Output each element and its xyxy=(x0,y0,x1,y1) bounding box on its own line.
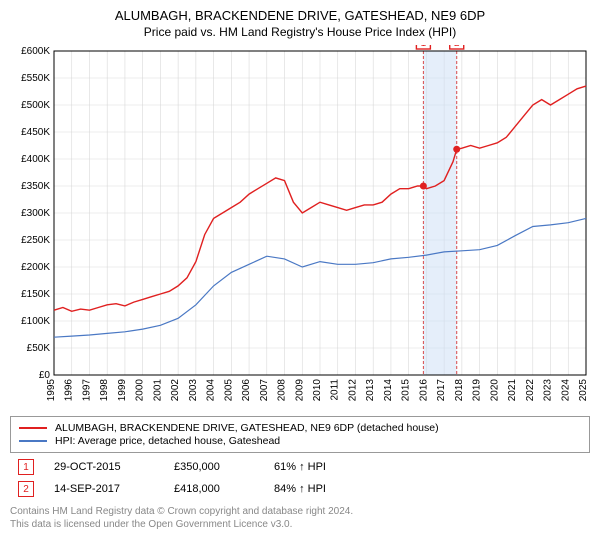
svg-text:£200K: £200K xyxy=(21,262,50,273)
sale-delta: 84% ↑ HPI xyxy=(274,483,374,495)
sale-badge: 1 xyxy=(18,459,34,475)
svg-text:2018: 2018 xyxy=(454,379,465,402)
svg-text:2017: 2017 xyxy=(436,379,447,402)
sale-price: £418,000 xyxy=(174,483,254,495)
svg-text:1998: 1998 xyxy=(99,379,110,402)
svg-text:£150K: £150K xyxy=(21,289,50,300)
svg-text:2008: 2008 xyxy=(277,379,288,402)
svg-text:2020: 2020 xyxy=(489,379,500,402)
svg-text:2015: 2015 xyxy=(401,379,412,402)
sale-row: 2 14-SEP-2017 £418,000 84% ↑ HPI xyxy=(10,481,590,497)
svg-text:1: 1 xyxy=(421,45,427,49)
legend-color-swatch xyxy=(19,440,47,442)
footer-line2: This data is licensed under the Open Gov… xyxy=(10,518,590,531)
svg-text:2001: 2001 xyxy=(152,379,163,402)
sales-table: 1 29-OCT-2015 £350,000 61% ↑ HPI 2 14-SEP-201… xyxy=(10,459,590,497)
svg-text:2014: 2014 xyxy=(383,379,394,402)
svg-text:2025: 2025 xyxy=(578,379,589,402)
line-chart-svg: £0£50K£100K£150K£200K£250K£300K£350K£400… xyxy=(10,45,590,410)
svg-text:£550K: £550K xyxy=(21,73,50,84)
svg-text:2016: 2016 xyxy=(418,379,429,402)
svg-text:2005: 2005 xyxy=(223,379,234,402)
legend-label: ALUMBAGH, BRACKENDENE DRIVE, GATESHEAD, … xyxy=(55,422,439,434)
sale-delta: 61% ↑ HPI xyxy=(274,461,374,473)
svg-text:2009: 2009 xyxy=(294,379,305,402)
svg-text:2022: 2022 xyxy=(525,379,536,402)
svg-text:2004: 2004 xyxy=(206,379,217,402)
svg-text:1995: 1995 xyxy=(46,379,57,402)
svg-text:2023: 2023 xyxy=(543,379,554,402)
svg-text:2007: 2007 xyxy=(259,379,270,402)
legend-item: HPI: Average price, detached house, Gate… xyxy=(19,435,581,447)
svg-text:2019: 2019 xyxy=(472,379,483,402)
chart-subtitle: Price paid vs. HM Land Registry's House … xyxy=(10,25,590,39)
legend-item: ALUMBAGH, BRACKENDENE DRIVE, GATESHEAD, … xyxy=(19,422,581,434)
svg-text:1999: 1999 xyxy=(117,379,128,402)
svg-text:2021: 2021 xyxy=(507,379,518,402)
svg-text:£100K: £100K xyxy=(21,316,50,327)
svg-text:2003: 2003 xyxy=(188,379,199,402)
svg-text:2024: 2024 xyxy=(560,379,571,402)
svg-text:1997: 1997 xyxy=(81,379,92,402)
footer-line1: Contains HM Land Registry data © Crown c… xyxy=(10,505,590,518)
sale-price: £350,000 xyxy=(174,461,254,473)
svg-text:2002: 2002 xyxy=(170,379,181,402)
svg-text:£300K: £300K xyxy=(21,208,50,219)
sale-date: 29-OCT-2015 xyxy=(54,461,154,473)
sale-badge: 2 xyxy=(18,481,34,497)
footer-attribution: Contains HM Land Registry data © Crown c… xyxy=(10,505,590,531)
svg-text:2011: 2011 xyxy=(330,379,341,401)
legend-color-swatch xyxy=(19,427,47,429)
svg-text:£500K: £500K xyxy=(21,100,50,111)
svg-text:2000: 2000 xyxy=(135,379,146,402)
svg-text:£450K: £450K xyxy=(21,127,50,138)
svg-text:£600K: £600K xyxy=(21,46,50,57)
svg-text:£50K: £50K xyxy=(27,343,51,354)
legend-box: ALUMBAGH, BRACKENDENE DRIVE, GATESHEAD, … xyxy=(10,416,590,453)
svg-text:£350K: £350K xyxy=(21,181,50,192)
svg-text:2012: 2012 xyxy=(347,379,358,402)
svg-text:2010: 2010 xyxy=(312,379,323,402)
chart-area: £0£50K£100K£150K£200K£250K£300K£350K£400… xyxy=(10,45,590,410)
svg-text:£400K: £400K xyxy=(21,154,50,165)
svg-text:2: 2 xyxy=(454,45,460,49)
svg-text:2006: 2006 xyxy=(241,379,252,402)
svg-text:1996: 1996 xyxy=(64,379,75,402)
svg-text:2013: 2013 xyxy=(365,379,376,402)
sale-date: 14-SEP-2017 xyxy=(54,483,154,495)
legend-label: HPI: Average price, detached house, Gate… xyxy=(55,435,280,447)
svg-text:£250K: £250K xyxy=(21,235,50,246)
chart-title: ALUMBAGH, BRACKENDENE DRIVE, GATESHEAD, … xyxy=(10,8,590,23)
sale-row: 1 29-OCT-2015 £350,000 61% ↑ HPI xyxy=(10,459,590,475)
